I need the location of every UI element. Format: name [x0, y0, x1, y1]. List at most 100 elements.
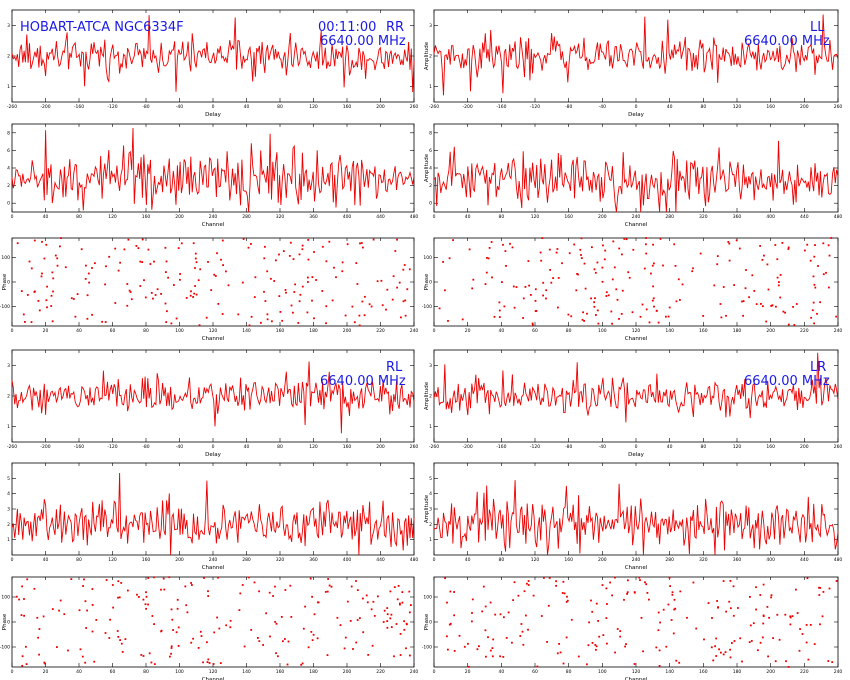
- x-tick-label: 360: [733, 214, 742, 220]
- phase-point: [749, 596, 751, 598]
- phase-point: [602, 634, 605, 636]
- phase-point: [598, 635, 601, 638]
- phase-point: [615, 288, 618, 291]
- phase-point: [301, 662, 304, 665]
- phase-point: [85, 627, 87, 629]
- phase-point: [165, 271, 167, 273]
- phase-point: [732, 585, 735, 588]
- panel-rl_delay: -260 -200 -160 -120 -80 -40 0 40 80 120 160 200 260 1…: [7, 349, 418, 458]
- phase-point: [792, 306, 794, 308]
- x-tick-label: 60: [110, 669, 116, 675]
- phase-point: [376, 280, 379, 283]
- phase-point: [160, 293, 162, 295]
- phase-point: [360, 242, 363, 244]
- phase-point: [812, 275, 815, 278]
- x-tick-label: 240: [209, 214, 218, 220]
- phase-point: [711, 617, 713, 619]
- phase-point: [111, 584, 114, 586]
- phase-point: [301, 244, 304, 247]
- x-tick-label: 360: [733, 557, 742, 563]
- y-tick-label: 8: [429, 130, 432, 136]
- y-tick-label: 4: [7, 491, 10, 497]
- phase-point: [80, 248, 83, 251]
- x-tick-label: 260: [834, 104, 843, 110]
- phase-point: [753, 290, 756, 292]
- x-tick-label: 220: [800, 669, 809, 675]
- phase-point: [628, 276, 631, 279]
- phase-point: [513, 306, 516, 309]
- phase-point: [584, 287, 587, 290]
- phase-point: [279, 311, 282, 313]
- phase-point: [678, 661, 681, 664]
- phase-point: [692, 581, 695, 584]
- phase-point: [239, 592, 242, 595]
- phase-point: [484, 605, 487, 608]
- phase-point: [250, 629, 253, 631]
- phase-point: [21, 655, 24, 658]
- phase-point: [44, 662, 46, 665]
- phase-point: [638, 576, 641, 579]
- phase-point: [151, 615, 154, 617]
- phase-point: [813, 643, 816, 645]
- phase-point: [127, 238, 130, 241]
- phase-point: [250, 315, 253, 318]
- phase-point: [713, 284, 716, 287]
- phase-point: [282, 640, 284, 643]
- y-tick-label: 4: [429, 166, 432, 172]
- phase-point: [124, 638, 127, 640]
- phase-point: [605, 295, 608, 297]
- phase-point: [588, 621, 590, 624]
- x-axis-label: Delay: [628, 112, 645, 118]
- phase-point: [527, 260, 530, 262]
- phase-point: [728, 600, 731, 603]
- x-tick-label: 20: [465, 328, 471, 334]
- phase-point: [789, 615, 792, 618]
- x-tick-label: 240: [834, 328, 843, 334]
- phase-point: [190, 641, 193, 644]
- phase-point: [362, 631, 365, 634]
- x-tick-label: 240: [834, 669, 843, 675]
- phase-point: [243, 645, 246, 648]
- annotations-layer: HOBART-ATCA NGC6334F 00:11:00 RR 6640.00…: [20, 20, 830, 389]
- phase-point: [313, 317, 315, 320]
- phase-point: [139, 260, 142, 263]
- phase-point: [139, 285, 142, 287]
- phase-point: [170, 647, 173, 649]
- phase-point: [313, 251, 315, 253]
- phase-point: [491, 655, 494, 658]
- x-tick-label: 80: [700, 444, 706, 450]
- phase-point: [168, 576, 171, 579]
- x-tick-label: 40: [498, 669, 504, 675]
- header-frequency-ll: 6640.00 MHz: [744, 34, 830, 49]
- phase-point: [586, 663, 588, 666]
- phase-point: [301, 248, 304, 251]
- phase-point: [390, 626, 393, 628]
- phase-point: [304, 605, 306, 608]
- phase-point: [216, 616, 218, 619]
- y-tick-label: 5: [429, 476, 432, 482]
- phase-point: [555, 580, 557, 583]
- phase-point: [448, 257, 451, 260]
- phase-point: [59, 245, 61, 248]
- phase-point: [382, 621, 385, 623]
- x-tick-label: 360: [309, 214, 318, 220]
- x-tick-label: 120: [309, 104, 318, 110]
- phase-point: [657, 629, 660, 632]
- x-tick-label: -80: [565, 444, 572, 450]
- phase-point: [775, 305, 777, 308]
- phase-point: [185, 604, 188, 607]
- phase-point: [559, 651, 562, 654]
- phase-point: [777, 284, 780, 287]
- phase-point: [192, 296, 194, 298]
- phase-point: [795, 303, 798, 305]
- phase-point: [566, 599, 569, 602]
- phase-point: [555, 584, 557, 587]
- phase-point: [561, 592, 564, 594]
- phase-point: [827, 660, 830, 662]
- phase-point: [814, 286, 817, 289]
- phase-point: [674, 607, 677, 610]
- x-axis-label: Channel: [625, 336, 648, 342]
- x-tick-label: -160: [74, 104, 84, 110]
- phase-point: [104, 321, 107, 323]
- phase-point: [265, 612, 267, 615]
